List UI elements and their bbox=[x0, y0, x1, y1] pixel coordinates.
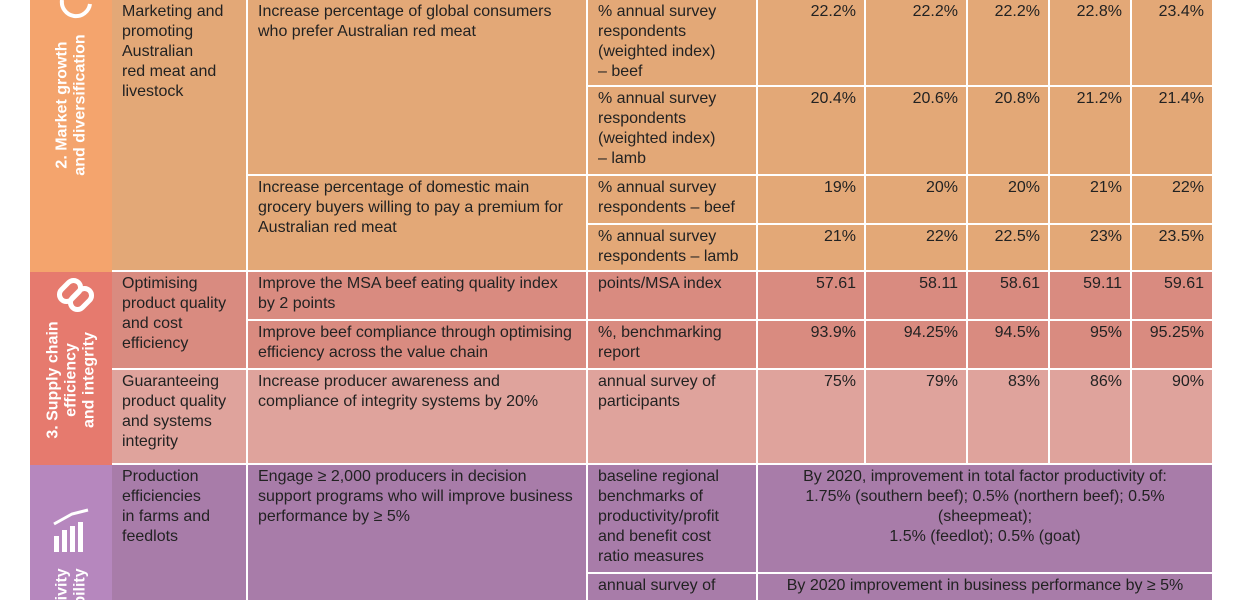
value: 22.8% bbox=[1050, 0, 1132, 87]
value: 23% bbox=[1050, 225, 1132, 272]
value: 75% bbox=[758, 370, 866, 465]
measure: % annual survey respondents (weighted in… bbox=[588, 0, 758, 87]
theme-line: 2. Market growth bbox=[53, 41, 71, 169]
value: 57.61 bbox=[758, 272, 866, 321]
value: 22% bbox=[866, 225, 968, 272]
value: 83% bbox=[968, 370, 1050, 465]
value: 93.9% bbox=[758, 321, 866, 370]
icon bbox=[59, 0, 92, 19]
objective: Guaranteeing product quality and systems… bbox=[112, 370, 248, 465]
value: 59.11 bbox=[1050, 272, 1132, 321]
theme-line: 3. Supply chain bbox=[44, 321, 62, 439]
value: 20% bbox=[968, 176, 1050, 225]
theme-label: ivity bility bbox=[53, 568, 89, 600]
value: 86% bbox=[1050, 370, 1132, 465]
kpi: Increase producer awareness and complian… bbox=[248, 370, 588, 465]
value: 21% bbox=[1050, 176, 1132, 225]
value: 19% bbox=[758, 176, 866, 225]
value: 95% bbox=[1050, 321, 1132, 370]
value: 20.4% bbox=[758, 87, 866, 176]
kpi: Increase percentage of domestic main gro… bbox=[248, 176, 588, 272]
measure: % annual survey respondents – lamb bbox=[588, 225, 758, 272]
measure: points/MSA index bbox=[588, 272, 758, 321]
theme-label: 3. Supply chain efficiency and integrity bbox=[44, 321, 98, 438]
measure: % annual survey respondents (weighted in… bbox=[588, 87, 758, 176]
target: By 2020, improvement in total factor pro… bbox=[758, 465, 1214, 574]
value: 58.11 bbox=[866, 272, 968, 321]
theme-line: efficiency bbox=[62, 343, 80, 417]
value: 79% bbox=[866, 370, 968, 465]
kpi: Engage ≥ 2,000 producers in decision sup… bbox=[248, 465, 588, 600]
value: 90% bbox=[1132, 370, 1214, 465]
value: 22% bbox=[1132, 176, 1214, 225]
kpi: Increase percentage of global consumers … bbox=[248, 0, 588, 176]
value: 21.2% bbox=[1050, 87, 1132, 176]
link-icon bbox=[56, 277, 95, 313]
value: 58.61 bbox=[968, 272, 1050, 321]
value: 22.2% bbox=[866, 0, 968, 87]
value: 23.4% bbox=[1132, 0, 1214, 87]
chart-icon bbox=[53, 508, 89, 552]
measure: annual survey of bbox=[588, 574, 758, 600]
value: 94.5% bbox=[968, 321, 1050, 370]
kpi: Improve the MSA beef eating quality inde… bbox=[248, 272, 588, 321]
measure: %, benchmarking report bbox=[588, 321, 758, 370]
target: By 2020 improvement in business performa… bbox=[758, 574, 1214, 600]
objective: Marketing and promoting Australian red m… bbox=[112, 0, 248, 272]
theme-label: 2. Market growth and diversification bbox=[53, 34, 89, 175]
value: 23.5% bbox=[1132, 225, 1214, 272]
value: 22.2% bbox=[758, 0, 866, 87]
theme-band bbox=[30, 0, 112, 272]
measure: % annual survey respondents – beef bbox=[588, 176, 758, 225]
objective: Optimising product quality and cost effi… bbox=[112, 272, 248, 370]
value: 20% bbox=[866, 176, 968, 225]
value: 94.25% bbox=[866, 321, 968, 370]
theme-line: ivity bbox=[53, 567, 71, 600]
theme-line: and diversification bbox=[71, 34, 89, 176]
objective: Production efficiencies in farms and fee… bbox=[112, 465, 248, 600]
kpi: Improve beef compliance through optimisi… bbox=[248, 321, 588, 370]
measure: baseline regional benchmarks of producti… bbox=[588, 465, 758, 574]
value: 59.61 bbox=[1132, 272, 1214, 321]
measure: annual survey of participants bbox=[588, 370, 758, 465]
theme-line: and integrity bbox=[80, 331, 98, 429]
value: 95.25% bbox=[1132, 321, 1214, 370]
value: 20.6% bbox=[866, 87, 968, 176]
value: 22.2% bbox=[968, 0, 1050, 87]
value: 21.4% bbox=[1132, 87, 1214, 176]
value: 21% bbox=[758, 225, 866, 272]
value: 22.5% bbox=[968, 225, 1050, 272]
value: 20.8% bbox=[968, 87, 1050, 176]
theme-line: bility bbox=[71, 567, 89, 600]
